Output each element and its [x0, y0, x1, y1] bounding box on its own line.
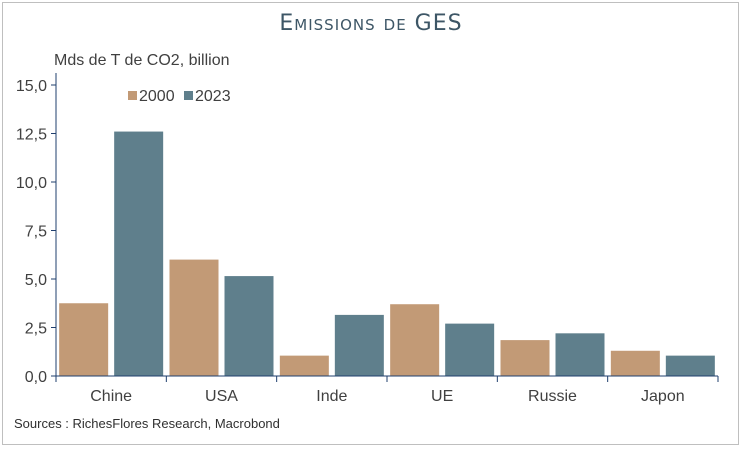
bar-usa-2023 — [224, 276, 274, 376]
y-tick-label: 2,5 — [25, 321, 47, 338]
legend-swatch-2023 — [184, 91, 193, 100]
legend-swatch-2000 — [128, 91, 137, 100]
bars — [59, 131, 715, 376]
x-tick-label: Japon — [641, 388, 685, 405]
y-tick-label: 7,5 — [25, 224, 47, 241]
y-tick-label: 0,0 — [25, 369, 47, 386]
y-axis-ticks: 0,0 2,5 5,0 7,5 10,0 12,5 15,0 — [16, 73, 57, 386]
bar-inde-2023 — [334, 314, 384, 376]
legend-label-2023: 2023 — [195, 88, 231, 105]
bar-chine-2023 — [114, 131, 164, 376]
x-tick-label: Russie — [528, 388, 577, 405]
bar-japon-2000 — [610, 350, 660, 376]
x-tick-label: UE — [431, 388, 453, 405]
y-tick-label: 5,0 — [25, 272, 47, 289]
y-tick-label: 12,5 — [16, 127, 47, 144]
x-tick-label: Inde — [316, 388, 347, 405]
legend-label-2000: 2000 — [139, 88, 175, 105]
bar-japon-2023 — [665, 355, 715, 376]
bar-chine-2000 — [59, 303, 109, 376]
legend: 2000 2023 — [128, 88, 231, 105]
x-tick-label: Chine — [90, 388, 132, 405]
bar-usa-2000 — [169, 259, 219, 376]
bar-russie-2023 — [555, 333, 605, 376]
y-tick-label: 10,0 — [16, 175, 47, 192]
bar-ue-2000 — [390, 304, 440, 376]
x-axis: Chine USA Inde UE Russie Japon — [55, 375, 719, 405]
source-note: Sources : RichesFlores Research, Macrobo… — [14, 416, 280, 431]
bar-ue-2023 — [445, 323, 495, 376]
chart-title: Emissions de GES — [279, 11, 462, 36]
bar-russie-2000 — [500, 340, 550, 376]
bar-inde-2000 — [279, 355, 329, 376]
y-axis-label: Mds de T de CO2, billion — [54, 52, 230, 69]
y-tick-label: 15,0 — [16, 78, 47, 95]
x-tick-label: USA — [205, 388, 238, 405]
